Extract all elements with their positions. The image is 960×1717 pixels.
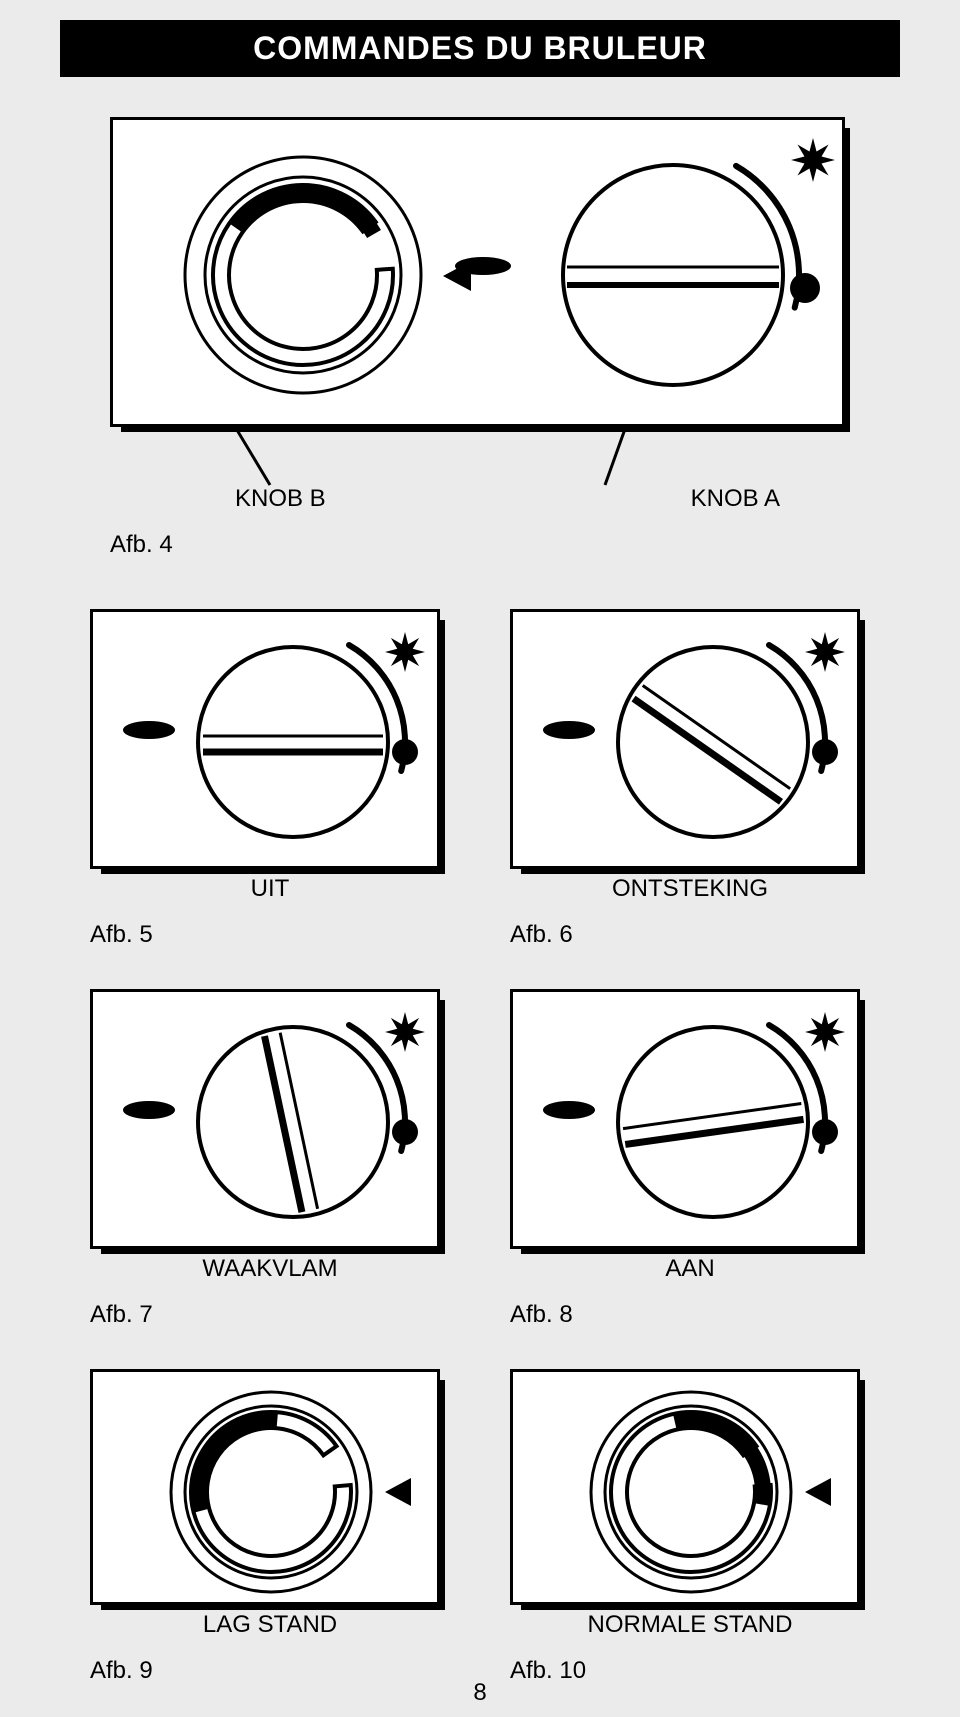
row-fig-9-10: LAG STAND Afb. 9 NORMALE STAND Afb. 10: [50, 1369, 910, 1685]
fig6-caption: Afb. 6: [510, 921, 870, 949]
row-fig-5-6: UIT Afb. 5 ONTSTEKING Afb. 6: [50, 609, 910, 949]
fig7-panel: [90, 989, 440, 1249]
fig8-caption: Afb. 8: [510, 1301, 870, 1329]
fig10-panel: [510, 1369, 860, 1605]
fig9-label: LAG STAND: [90, 1611, 450, 1639]
fig10-diagram: [513, 1372, 863, 1608]
fig6-panel: [510, 609, 860, 869]
fig8-diagram: [513, 992, 863, 1252]
fig5-diagram: [93, 612, 443, 872]
fig8-panel: [510, 989, 860, 1249]
fig6-label: ONTSTEKING: [510, 875, 870, 903]
fig9-panel: [90, 1369, 440, 1605]
fig7-label: WAAKVLAM: [90, 1255, 450, 1283]
fig10-label: NORMALE STAND: [510, 1611, 870, 1639]
knob-a-label: KNOB A: [691, 485, 780, 513]
fig9-diagram: [93, 1372, 443, 1608]
fig7-diagram: [93, 992, 443, 1252]
fig5-caption: Afb. 5: [90, 921, 450, 949]
manual-page: COMMANDES DU BRULEUR KNOB B KNOB A Afb. …: [0, 0, 960, 1717]
page-number: 8: [0, 1679, 960, 1707]
fig4-diagram: [113, 120, 848, 430]
fig6-diagram: [513, 612, 863, 872]
knob-b-label: KNOB B: [235, 485, 326, 513]
fig4-caption: Afb. 4: [110, 531, 850, 559]
fig5-label: UIT: [90, 875, 450, 903]
fig7-caption: Afb. 7: [90, 1301, 450, 1329]
row-fig-7-8: WAAKVLAM Afb. 7 AAN Afb. 8: [50, 989, 910, 1329]
fig8-label: AAN: [510, 1255, 870, 1283]
fig4-panel: [110, 117, 845, 427]
page-title: COMMANDES DU BRULEUR: [60, 20, 900, 77]
figure-4-block: KNOB B KNOB A Afb. 4: [110, 117, 850, 559]
fig5-panel: [90, 609, 440, 869]
